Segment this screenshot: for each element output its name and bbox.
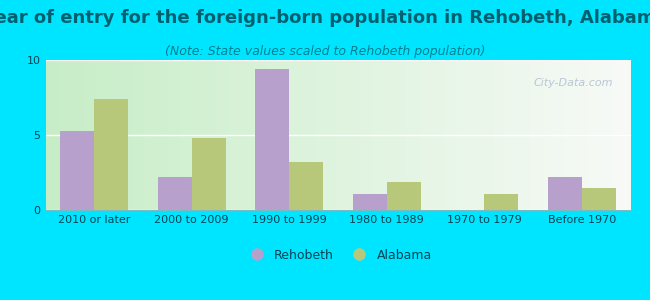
Bar xyxy=(547,177,582,210)
Bar xyxy=(353,194,387,210)
Bar xyxy=(94,99,129,210)
Legend: Rehobeth, Alabama: Rehobeth, Alabama xyxy=(239,244,437,267)
Text: Year of entry for the foreign-born population in Rehobeth, Alabama: Year of entry for the foreign-born popul… xyxy=(0,9,650,27)
Bar xyxy=(289,162,324,210)
Bar xyxy=(582,188,616,210)
Bar xyxy=(255,69,289,210)
Text: (Note: State values scaled to Rehobeth population): (Note: State values scaled to Rehobeth p… xyxy=(165,45,485,58)
Bar xyxy=(60,130,94,210)
Bar xyxy=(387,182,421,210)
Text: City-Data.com: City-Data.com xyxy=(534,78,613,88)
Bar xyxy=(157,177,192,210)
Bar xyxy=(192,138,226,210)
Bar xyxy=(484,194,519,210)
